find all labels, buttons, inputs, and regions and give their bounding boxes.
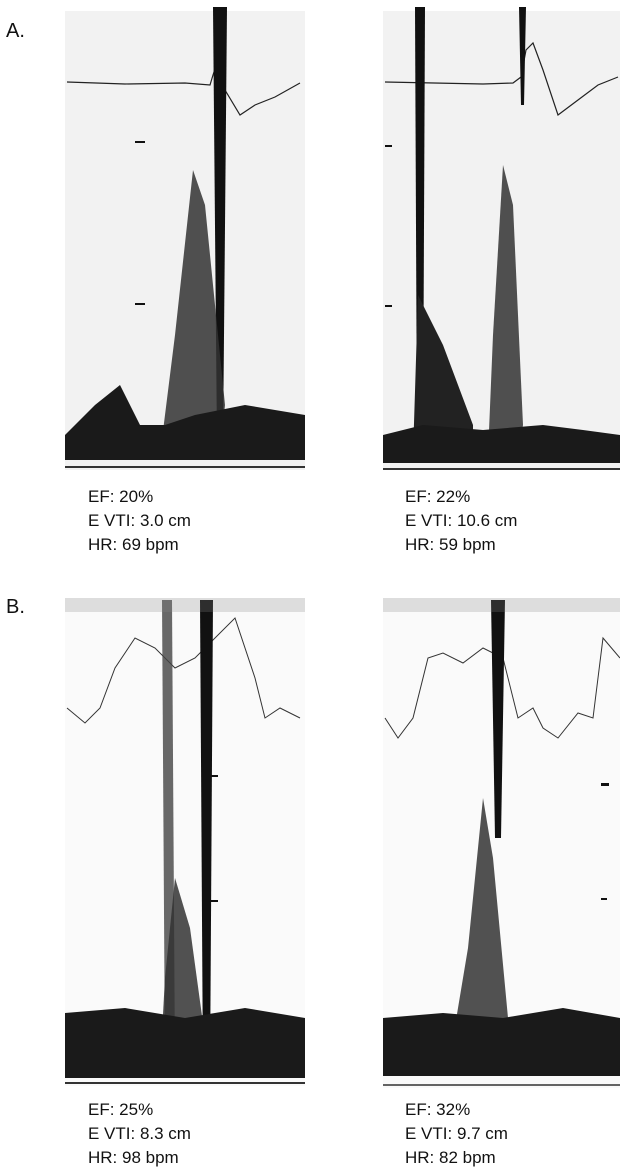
doppler-image xyxy=(383,5,620,470)
caption: EF: 22% E VTI: 10.6 cm HR: 59 bpm xyxy=(405,485,517,557)
caption-line: EF: 22% xyxy=(405,487,471,506)
caption: EF: 32% E VTI: 9.7 cm HR: 82 bpm xyxy=(405,1098,508,1170)
doppler-image xyxy=(383,598,620,1088)
caption-line: E VTI: 3.0 cm xyxy=(88,511,191,530)
caption-line: EF: 25% xyxy=(88,1100,154,1119)
caption: EF: 20% E VTI: 3.0 cm HR: 69 bpm xyxy=(88,485,191,557)
doppler-image xyxy=(65,5,305,470)
caption-line: EF: 32% xyxy=(405,1100,471,1119)
caption-line: HR: 59 bpm xyxy=(405,535,496,554)
caption-line: EF: 20% xyxy=(88,487,154,506)
caption-line: HR: 69 bpm xyxy=(88,535,179,554)
caption-line: HR: 82 bpm xyxy=(405,1148,496,1167)
caption-line: HR: 98 bpm xyxy=(88,1148,179,1167)
caption-line: E VTI: 10.6 cm xyxy=(405,511,518,530)
caption-line: E VTI: 9.7 cm xyxy=(405,1124,508,1143)
doppler-image xyxy=(65,598,305,1086)
panel-label: A. xyxy=(6,20,25,42)
panel-label: B. xyxy=(6,596,25,618)
caption: EF: 25% E VTI: 8.3 cm HR: 98 bpm xyxy=(88,1098,191,1170)
caption-line: E VTI: 8.3 cm xyxy=(88,1124,191,1143)
